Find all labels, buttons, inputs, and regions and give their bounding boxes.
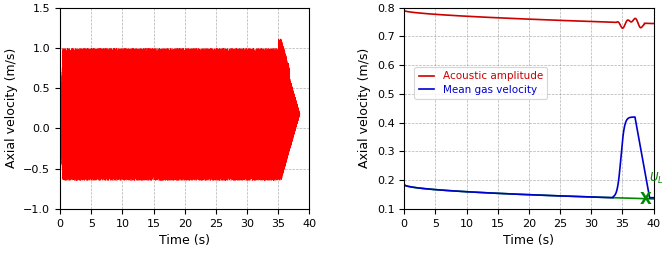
Line: Mean gas velocity: Mean gas velocity: [404, 117, 654, 198]
Line: Acoustic amplitude: Acoustic amplitude: [404, 11, 654, 28]
Acoustic amplitude: [582, 20, 590, 23]
Mean gas velocity: [505, 192, 513, 195]
Acoustic amplitude: [505, 17, 513, 20]
Legend: Acoustic amplitude, Mean gas velocity: Acoustic amplitude, Mean gas velocity: [414, 67, 547, 99]
Y-axis label: Axial velocity (m/s): Axial velocity (m/s): [5, 48, 18, 168]
Mean gas velocity: [646, 196, 654, 199]
Mean gas velocity: [630, 116, 638, 119]
Mean gas velocity: [519, 193, 527, 196]
Text: X: X: [640, 192, 652, 207]
Acoustic amplitude: [650, 22, 658, 25]
X-axis label: Time (s): Time (s): [504, 234, 554, 247]
Mean gas velocity: [650, 196, 658, 199]
Acoustic amplitude: [400, 9, 408, 12]
Mean gas velocity: [400, 183, 408, 186]
Mean gas velocity: [631, 116, 639, 119]
Mean gas velocity: [507, 192, 515, 196]
Mean gas velocity: [582, 195, 590, 198]
X-axis label: Time (s): Time (s): [159, 234, 210, 247]
Acoustic amplitude: [642, 22, 650, 25]
Acoustic amplitude: [618, 27, 626, 30]
Text: $U_L$: $U_L$: [649, 171, 664, 186]
Acoustic amplitude: [630, 18, 638, 21]
Mean gas velocity: [642, 177, 650, 180]
Acoustic amplitude: [519, 17, 527, 20]
Acoustic amplitude: [507, 17, 515, 20]
Y-axis label: Axial velocity (m/s): Axial velocity (m/s): [358, 48, 372, 168]
